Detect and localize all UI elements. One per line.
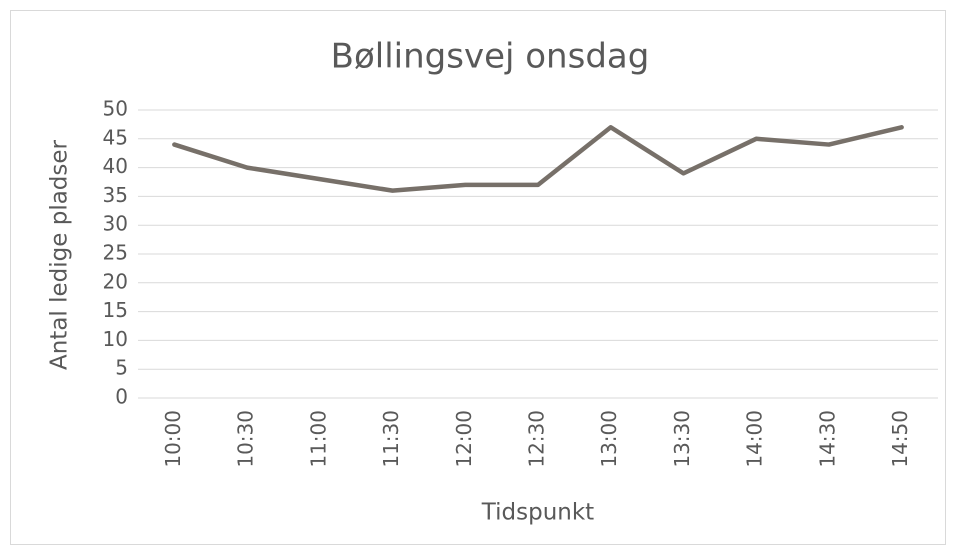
y-tick-label: 25 <box>103 241 128 265</box>
x-tick-label: 12:00 <box>452 410 476 468</box>
y-tick-label: 5 <box>115 356 128 380</box>
x-tick-label: 10:00 <box>161 410 185 468</box>
y-tick-label: 20 <box>103 269 128 293</box>
x-tick-label: 11:30 <box>379 410 403 468</box>
y-tick-label: 45 <box>103 125 128 149</box>
y-tick-label: 10 <box>103 327 128 351</box>
y-tick-label: 30 <box>103 212 128 236</box>
y-tick-label: 15 <box>103 298 128 322</box>
x-tick-label: 13:30 <box>670 410 694 468</box>
y-tick-label: 35 <box>103 183 128 207</box>
x-tick-label: 14:00 <box>743 410 767 468</box>
y-tick-label: 0 <box>115 385 128 409</box>
chart-title: Bøllingsvej onsdag <box>331 37 650 77</box>
y-tick-label: 40 <box>103 154 128 178</box>
chart-border <box>10 10 946 545</box>
x-tick-label: 13:00 <box>597 410 621 468</box>
y-tick-label: 50 <box>103 97 128 121</box>
x-tick-label: 14:50 <box>888 410 912 468</box>
x-tick-label: 10:30 <box>234 410 258 468</box>
data-line <box>172 125 904 193</box>
y-axis-title: Antal ledige pladser <box>47 139 73 370</box>
x-tick-label: 11:00 <box>306 410 330 468</box>
x-tick-label: 14:30 <box>815 410 839 468</box>
x-tick-label: 12:30 <box>525 410 549 468</box>
x-axis-title: Tidspunkt <box>481 500 594 526</box>
